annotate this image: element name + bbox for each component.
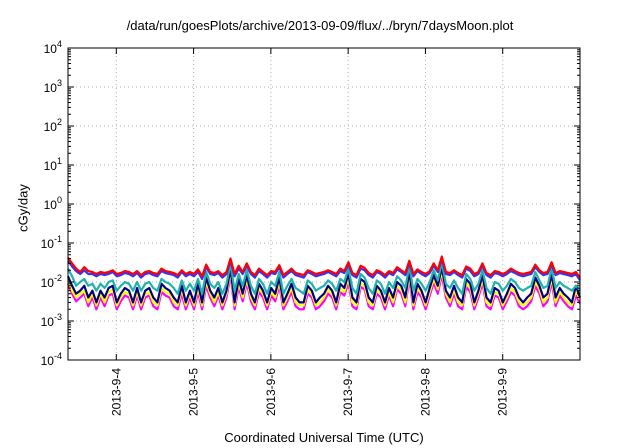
series-group (66, 255, 582, 311)
series-line (67, 255, 581, 279)
y-tick-label: 100 (44, 195, 62, 212)
x-tick-label: 2013-9-5 (187, 368, 201, 416)
x-tick-label: 2013-9-6 (264, 368, 278, 416)
x-tick-label: 2013-9-9 (496, 368, 510, 416)
y-tick-label: 103 (44, 78, 62, 95)
y-tick-label: 10-2 (41, 273, 62, 290)
y-tick-label: 104 (44, 39, 62, 56)
x-axis-label: Coordinated Universal Time (UTC) (224, 430, 424, 445)
series-line (67, 258, 581, 281)
y-tick-label: 101 (44, 156, 62, 173)
series-line (66, 266, 582, 304)
series-line (66, 270, 582, 307)
series-line (67, 261, 581, 295)
x-tick-label: 2013-9-4 (109, 368, 123, 416)
chart-title: /data/run/goesPlots/archive/2013-09-09/f… (126, 18, 514, 33)
grid-lines (68, 48, 580, 360)
y-tick-label: 10-1 (41, 234, 62, 251)
x-tick-label: 2013-9-7 (341, 368, 355, 416)
x-tick-label: 2013-9-8 (418, 368, 432, 416)
axes-group: 10-4 10-3 10-2 10-1 100 101 102 103 104 2013-9-4 2… (41, 39, 581, 416)
plot-frame (67, 47, 581, 361)
y-tick-label: 10-4 (41, 351, 62, 368)
y-tick-label: 102 (44, 117, 62, 134)
y-tick-label: 10-3 (41, 312, 62, 329)
